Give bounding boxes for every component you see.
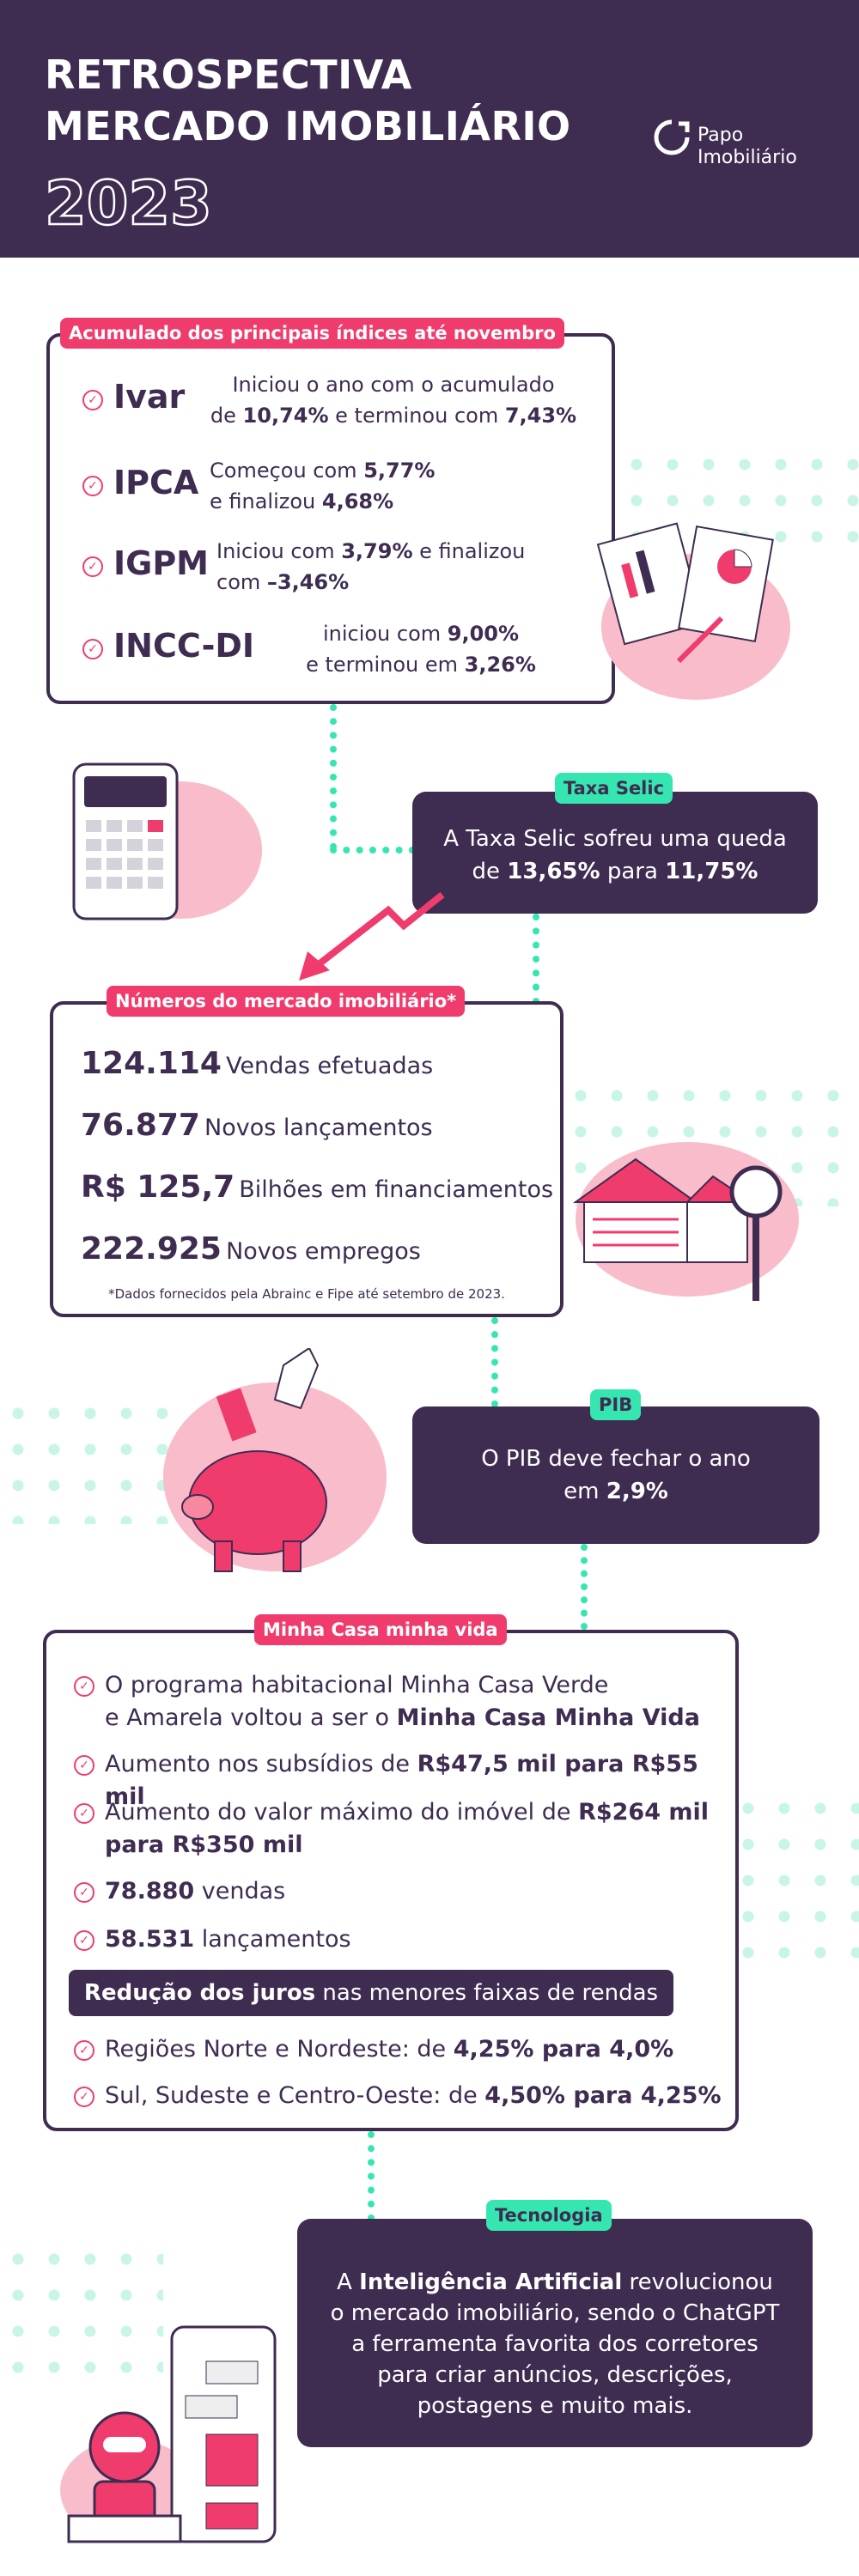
connector-dots bbox=[533, 914, 546, 1005]
selic-tag: Taxa Selic bbox=[555, 773, 673, 804]
stat-label: Novos lançamentos bbox=[204, 1115, 433, 1141]
house-illustration bbox=[572, 1142, 799, 1301]
mcmv-item: ✓ Aumento do valor máximo do imóvel de R… bbox=[74, 1796, 727, 1862]
selic-box: A Taxa Selic sofreu uma queda de 13,65% … bbox=[412, 792, 818, 914]
connector-dots bbox=[581, 1544, 594, 1630]
connector-dots bbox=[330, 704, 344, 850]
stat-value: R$ 125,7 bbox=[81, 1170, 235, 1205]
robot-illustration bbox=[60, 2325, 277, 2543]
documents-illustration bbox=[596, 522, 790, 700]
calculator-illustration bbox=[72, 762, 262, 920]
index-name: IGPM bbox=[113, 544, 209, 582]
index-desc: Iniciou com 3,79% e finalizou com –3,46% bbox=[216, 539, 526, 594]
index-name: Ivar bbox=[113, 378, 186, 416]
check-icon: ✓ bbox=[82, 476, 103, 496]
index-name: IPCA bbox=[113, 464, 199, 501]
pib-text-1: O PIB deve fechar o ano bbox=[481, 1446, 751, 1472]
numbers-tag: Números do mercado imobiliário* bbox=[107, 986, 466, 1017]
check-icon: ✓ bbox=[82, 390, 103, 410]
stat-row: R$ 125,7 Bilhões em financiamentos bbox=[81, 1170, 553, 1205]
numbers-card bbox=[50, 1001, 564, 1317]
dot-pattern bbox=[730, 1790, 859, 1962]
stat-row: 222.925 Novos empregos bbox=[81, 1231, 421, 1267]
tech-text-1: A Inteligência Artificial revolucionou bbox=[337, 2269, 773, 2295]
numbers-footnote: *Dados fornecidos pela Abrainc e Fipe at… bbox=[108, 1286, 505, 1302]
logo-text: Papo Imobiliário bbox=[698, 125, 797, 168]
pib-box: O PIB deve fechar o ano em 2,9% bbox=[412, 1406, 819, 1544]
mcmv-item: ✓ O programa habitacional Minha Casa Ver… bbox=[74, 1669, 727, 1735]
mcmv-item: ✓ Sul, Sudeste e Centro-Oeste: de 4,50% … bbox=[74, 2080, 727, 2112]
check-icon: ✓ bbox=[74, 1930, 94, 1951]
tech-text-3: a ferramenta favorita dos corretores bbox=[351, 2331, 758, 2357]
check-icon: ✓ bbox=[82, 556, 103, 577]
mcmv-tag: Minha Casa minha vida bbox=[254, 1614, 507, 1645]
index-desc: Iniciou o ano com o acumulado de 10,74% … bbox=[210, 373, 577, 428]
logo-icon bbox=[654, 119, 690, 155]
tech-box: A Inteligência Artificial revolucionou o… bbox=[297, 2219, 813, 2447]
pib-tag: PIB bbox=[590, 1389, 642, 1420]
check-icon: ✓ bbox=[74, 2087, 94, 2107]
connector-dots bbox=[368, 2131, 381, 2221]
tech-text-2: o mercado imobiliário, sendo o ChatGPT bbox=[330, 2300, 780, 2326]
title-year: 2023 bbox=[44, 167, 213, 240]
stat-row: 76.877 Novos lançamentos bbox=[81, 1108, 433, 1143]
check-icon: ✓ bbox=[74, 1803, 94, 1824]
stat-label: Bilhões em financiamentos bbox=[239, 1176, 554, 1203]
check-icon: ✓ bbox=[74, 1676, 94, 1697]
mcmv-item: ✓ Aumento nos subsídios de R$47,5 mil pa… bbox=[74, 1748, 727, 1814]
stat-value: 222.925 bbox=[81, 1231, 222, 1267]
index-desc: Começou com 5,77% e finalizou 4,68% bbox=[210, 459, 436, 513]
juros-banner: Redução dos juros nas menores faixas de … bbox=[69, 1970, 673, 2016]
title-line-1: RETROSPECTIVA bbox=[45, 52, 412, 98]
tech-text-4: para criar anúncios, descrições, bbox=[377, 2362, 733, 2388]
dot-pattern bbox=[0, 1395, 172, 1524]
index-desc: iniciou com 9,00% e terminou em 3,26% bbox=[306, 622, 536, 677]
connector-dots bbox=[330, 847, 416, 860]
check-icon: ✓ bbox=[74, 1882, 94, 1903]
tech-text-5: postagens e muito mais. bbox=[417, 2393, 693, 2419]
index-name: INCC-DI bbox=[113, 627, 255, 665]
stat-value: 124.114 bbox=[81, 1046, 222, 1081]
check-icon: ✓ bbox=[82, 639, 103, 659]
check-icon: ✓ bbox=[74, 2040, 94, 2061]
indices-tag: Acumulado dos principais índices até nov… bbox=[60, 318, 564, 349]
mcmv-item: ✓ 78.880 vendas bbox=[74, 1875, 727, 1908]
connector-dots bbox=[491, 1317, 505, 1407]
stat-label: Vendas efetuadas bbox=[226, 1053, 434, 1079]
stat-value: 76.877 bbox=[81, 1108, 200, 1143]
header-banner bbox=[0, 0, 859, 258]
pib-text-2: em 2,9% bbox=[564, 1479, 668, 1504]
mcmv-item: ✓ 58.531 lançamentos bbox=[74, 1923, 727, 1956]
title-line-2: MERCADO IMOBILIÁRIO bbox=[45, 103, 571, 149]
stat-label: Novos empregos bbox=[226, 1238, 421, 1265]
stat-row: 124.114 Vendas efetuadas bbox=[81, 1046, 433, 1081]
selic-text-1: A Taxa Selic sofreu uma queda bbox=[443, 826, 787, 852]
check-icon: ✓ bbox=[74, 1755, 94, 1776]
arrow-down-icon bbox=[299, 891, 445, 981]
piggy-bank-illustration bbox=[163, 1348, 387, 1572]
dot-pattern bbox=[0, 2241, 163, 2396]
selic-text-2: de 13,65% para 11,75% bbox=[472, 859, 758, 884]
mcmv-item: ✓ Regiões Norte e Nordeste: de 4,25% par… bbox=[74, 2033, 727, 2066]
tech-tag: Tecnologia bbox=[486, 2200, 612, 2231]
